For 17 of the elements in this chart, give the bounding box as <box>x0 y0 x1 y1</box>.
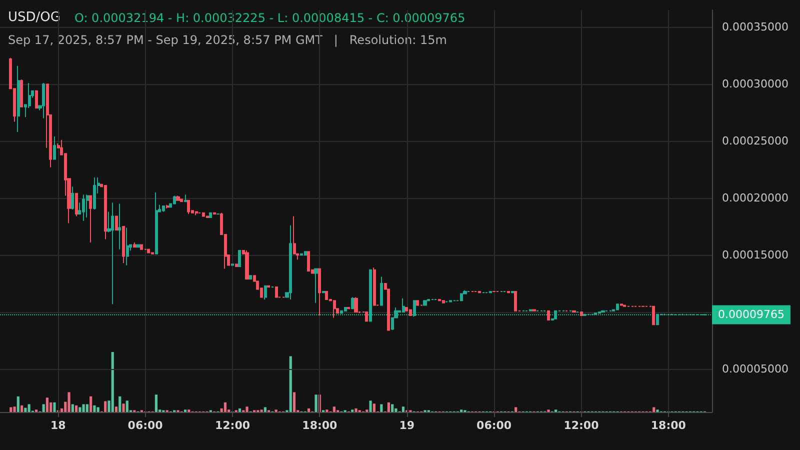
x-tick-label: 18:00 <box>650 419 686 432</box>
x-tick-label: 06:00 <box>476 419 512 432</box>
x-tick-label: 19 <box>399 419 415 432</box>
x-tick-label: 18:00 <box>302 419 338 432</box>
x-tick-label: 18 <box>50 419 66 432</box>
annotation: O: 0.00032194 - H: 0.00032225 - L: 0.00008415 - C: 0.00009765 <box>74 11 466 25</box>
chart-title: USD/OG <box>8 10 60 25</box>
y-tick-label: 0.00015000 <box>722 248 788 262</box>
ref-line-label: 0.00009765 <box>718 308 784 322</box>
y-tick-label: 0.00035000 <box>722 20 788 34</box>
x-tick-label: 06:00 <box>128 419 164 432</box>
y-tick-label: 0.00030000 <box>722 78 788 91</box>
y-tick-label: 0.00025000 <box>722 134 788 148</box>
y-tick-label: 0.00020000 <box>722 192 788 205</box>
y-tick-label: 0.00005000 <box>722 362 788 376</box>
x-tick-label: 12:00 <box>564 419 600 432</box>
x-tick-label: 12:00 <box>214 419 250 432</box>
